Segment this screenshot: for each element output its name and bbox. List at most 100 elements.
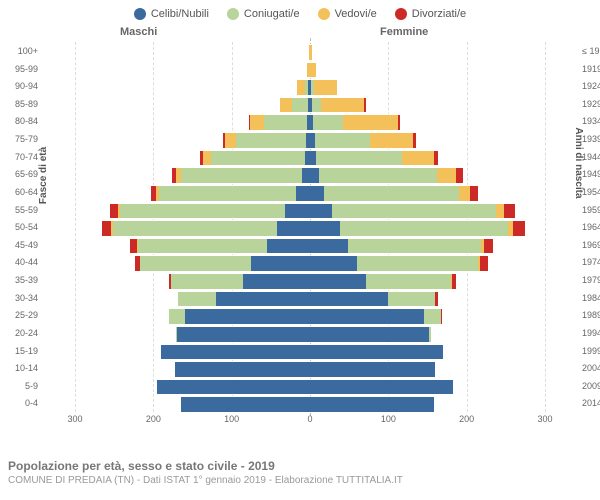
legend: Celibi/Nubili Coniugati/e Vedovi/e Divorzia… [0, 0, 600, 26]
birth-label: 1979-1983 [582, 273, 600, 289]
bar-segment [413, 132, 416, 149]
gender-labels: Maschi Femmine [0, 26, 600, 42]
bar-segment [348, 238, 481, 255]
bar-segment [310, 396, 434, 413]
birth-label: 2009-2013 [582, 379, 600, 395]
birth-label: 1924-1928 [582, 79, 600, 95]
bar-segment [211, 150, 305, 167]
age-label: 5-9 [25, 379, 38, 395]
bar-segment [310, 167, 319, 184]
bar-segment [513, 220, 526, 237]
bar-segment [138, 238, 267, 255]
bar-segment [398, 114, 400, 131]
bar-segment [277, 220, 310, 237]
bar-segment [110, 203, 118, 220]
pyramid-row [40, 220, 580, 235]
label-female: Femmine [380, 26, 428, 38]
birth-label: 1974-1978 [582, 255, 600, 271]
bar-segment [267, 238, 310, 255]
xtick: 0 [307, 414, 312, 424]
birth-label: 1969-1973 [582, 238, 600, 254]
bar-segment [243, 273, 310, 290]
bar-segment [340, 220, 508, 237]
bar-segment [310, 326, 429, 343]
bar-segment [113, 220, 278, 237]
age-label: 90-94 [15, 79, 38, 95]
birth-label: 1964-1968 [582, 220, 600, 236]
bar-segment [441, 308, 442, 325]
bar-segment [452, 273, 457, 290]
age-label: 85-89 [15, 97, 38, 113]
age-label: 15-19 [15, 344, 38, 360]
bar-segment [216, 291, 310, 308]
age-label: 80-84 [15, 114, 38, 130]
plot-area [40, 42, 580, 412]
birth-label: 1919-1923 [582, 62, 600, 78]
bar-segment [310, 273, 366, 290]
age-label: 100+ [18, 44, 38, 60]
age-label: 25-29 [15, 308, 38, 324]
pyramid-row [40, 44, 580, 59]
bar-segment [310, 62, 316, 79]
bar-segment [250, 114, 264, 131]
legend-item: Divorziati/e [395, 8, 466, 20]
xtick: 100 [224, 414, 239, 424]
bar-segment [370, 132, 413, 149]
bar-segment [343, 114, 398, 131]
bar-segment [310, 308, 424, 325]
pyramid-row [40, 203, 580, 218]
pyramid-row [40, 167, 580, 182]
pyramid-row [40, 291, 580, 306]
legend-item: Vedovi/e [318, 8, 377, 20]
bar-segment [324, 185, 459, 202]
pyramid-row [40, 62, 580, 77]
bar-segment [225, 132, 236, 149]
legend-item: Coniugati/e [227, 8, 300, 20]
birth-label: 1944-1948 [582, 150, 600, 166]
bar-segment [157, 379, 310, 396]
pyramid-row [40, 150, 580, 165]
legend-label: Celibi/Nubili [151, 8, 209, 20]
bar-segment [175, 361, 310, 378]
bar-segment [435, 291, 438, 308]
bar-segment [364, 97, 366, 114]
bar-segment [171, 273, 243, 290]
xtick: 200 [459, 414, 474, 424]
bar-segment [181, 396, 310, 413]
bar-segment [297, 79, 305, 96]
birth-label: 1984-1988 [582, 291, 600, 307]
legend-label: Divorziati/e [412, 8, 466, 20]
bar-segment [177, 326, 310, 343]
bar-segment [185, 308, 310, 325]
age-label: 50-54 [15, 220, 38, 236]
birth-label: 2004-2008 [582, 361, 600, 377]
bar-segment [496, 203, 504, 220]
bar-segment [310, 361, 435, 378]
age-label: 0-4 [25, 396, 38, 412]
birth-label: 1989-1993 [582, 308, 600, 324]
age-label: 55-59 [15, 203, 38, 219]
pyramid-row [40, 185, 580, 200]
pyramid-row [40, 97, 580, 112]
bar-segment [434, 150, 439, 167]
bar-segment [120, 203, 285, 220]
bar-segment [388, 291, 435, 308]
age-label: 40-44 [15, 255, 38, 271]
bar-segment [357, 255, 478, 272]
age-label: 95-99 [15, 62, 38, 78]
bar-segment [181, 167, 302, 184]
legend-item: Celibi/Nubili [134, 8, 209, 20]
birth-label: 1934-1938 [582, 114, 600, 130]
bar-segment [313, 114, 343, 131]
bar-segment [310, 255, 357, 272]
bar-segment [178, 291, 216, 308]
bar-segment [310, 238, 348, 255]
age-label: 75-79 [15, 132, 38, 148]
birth-label: 1954-1958 [582, 185, 600, 201]
bar-segment [314, 79, 338, 96]
xtick: 300 [67, 414, 82, 424]
footer-title: Popolazione per età, sesso e stato civil… [8, 459, 592, 473]
label-male: Maschi [120, 26, 157, 38]
bar-segment [429, 326, 431, 343]
birth-label: 2014-2018 [582, 396, 600, 412]
